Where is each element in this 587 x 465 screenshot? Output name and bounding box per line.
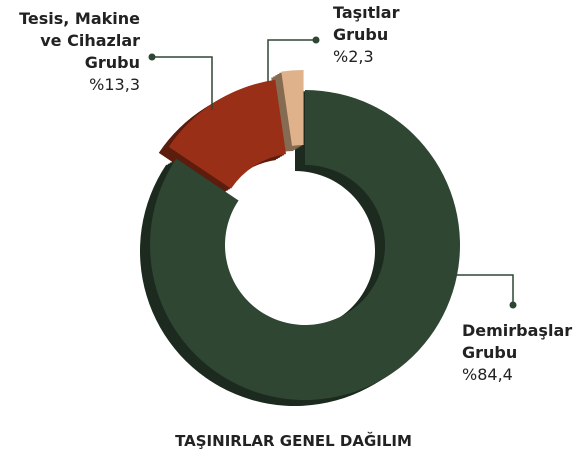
label-value: %13,3	[89, 75, 140, 94]
segment	[281, 70, 304, 146]
label: Demirbaşlar Grubu %84,4	[462, 320, 582, 386]
leader-line	[267, 39, 316, 82]
label-value: %84,4	[462, 365, 513, 384]
label-name: Demirbaşlar Grubu	[462, 321, 573, 362]
segment	[150, 90, 461, 400]
label: Taşıtlar Grubu %2,3	[333, 2, 423, 68]
label-name: Taşıtlar Grubu	[333, 3, 400, 44]
chart-title: TAŞINIRLAR GENEL DAĞILIM	[175, 432, 412, 450]
segment	[168, 79, 287, 189]
leader-line	[152, 56, 213, 110]
leader-dot	[509, 301, 517, 309]
label-value: %2,3	[333, 47, 374, 66]
leader-line	[455, 274, 514, 305]
leader-dot	[312, 36, 320, 44]
label-name: Tesis, Makine ve Cihazlar Grubu	[19, 9, 140, 72]
leader-dot	[148, 53, 156, 61]
label: Tesis, Makine ve Cihazlar Grubu %13,3	[0, 8, 140, 96]
